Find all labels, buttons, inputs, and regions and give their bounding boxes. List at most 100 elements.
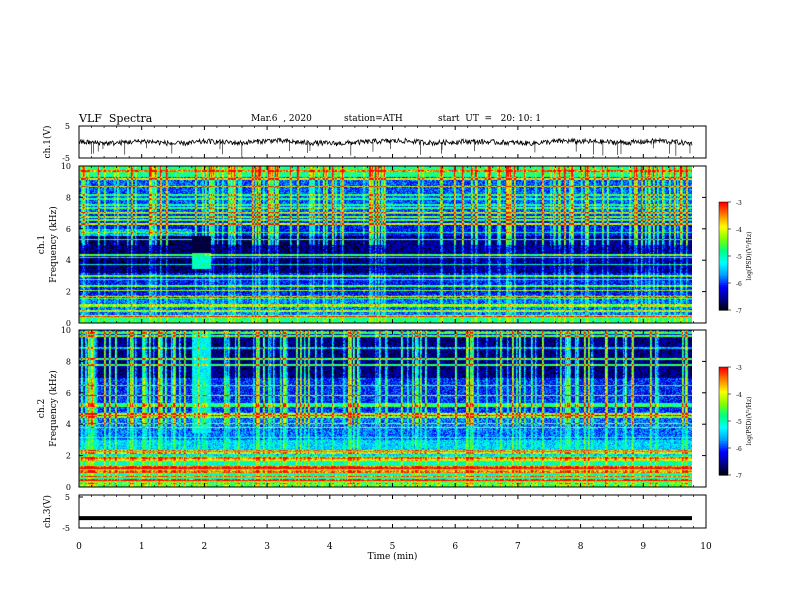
colorbar-segment [719,385,728,388]
colorbar-segment [719,259,728,262]
x-tick-label: 0 [76,542,82,552]
ch1-waveform-ylabel: ch.1(V) [42,126,53,159]
colorbar-segment [719,308,728,311]
colorbar-segment [719,446,728,449]
colorbar-segment [719,413,728,417]
ch1-ytick-label: 0 [66,319,71,328]
colorbar-segment [719,265,728,268]
chart-title: VLF Spectra [79,112,153,125]
ch1-colorbar [719,202,728,311]
colorbar-segment [719,243,728,246]
ch1-ytick-label: 2 [66,288,71,297]
colorbar-segment [719,449,728,453]
colorbar-segment [719,211,728,214]
colorbar-segment [719,252,728,255]
colorbar-segment [719,238,728,241]
colorbar-segment [719,440,728,444]
x-tick-label: 7 [515,542,521,552]
ch1-ytick-label: 4 [66,256,71,265]
colorbar-segment [719,422,728,426]
ch2-ytick-label: 0 [66,483,71,492]
colorbar-segment [719,227,728,230]
ch1-colorbar-label: log(PSD)(V²/Hz) [746,232,753,281]
colorbar-segment [719,467,728,471]
colorbar-segment [719,453,728,456]
colorbar-segment [719,203,728,207]
colorbar-segment [719,379,728,382]
colorbar-segment [719,370,728,373]
colorbar-segment [719,397,728,400]
colorbar-segment [719,254,728,257]
start-time-label: start UT = 20: 10: 1 [438,114,542,124]
colorbar-segment [719,437,728,440]
colorbar-segment [719,207,728,210]
colorbar-segment [719,218,728,221]
colorbar-segment [719,401,728,404]
ch3-ytick-label: -5 [62,524,70,533]
colorbar-segment [719,270,728,273]
colorbar-segment [719,290,728,293]
colorbar-segment [719,256,728,259]
colorbar-segment [719,451,728,454]
ch1-ytick-label: -5 [62,154,70,163]
ch1-channel-label: ch.1 [37,235,47,254]
colorbar-segment [719,248,728,252]
colorbar-segment [719,263,728,266]
colorbar-segment [719,274,728,277]
colorbar-segment [719,234,728,237]
colorbar-segment [719,367,728,370]
x-tick-label: 1 [139,542,145,552]
colorbar-segment [719,268,728,271]
colorbar-segment [719,466,728,469]
colorbar-segment [719,250,728,253]
colorbar-segment [719,281,728,284]
colorbar-segment [719,257,728,261]
ch2-channel-label: ch.2 [37,399,47,418]
colorbar-segment [719,395,728,399]
colorbar-segment [719,421,728,424]
x-tick-label: 5 [390,542,396,552]
colorbar-segment [719,392,728,395]
colorbar-segment [719,230,728,234]
colorbar-segment [719,214,728,217]
colorbar-segment [719,212,728,216]
ch3-waveform-frame [78,494,707,529]
colorbar-segment [719,424,728,427]
colorbar-segment [719,295,728,298]
colorbar-segment [719,236,728,239]
colorbar-segment [719,279,728,282]
ch1-waveform-trace [79,137,693,147]
ch2-colorbar-label: log(PSD)(V²/Hz) [746,397,753,446]
x-tick-label: 9 [640,542,646,552]
colorbar-segment [719,275,728,279]
ch1-spectrogram-image [79,166,692,323]
ch1-colorbar-tick-label: -4 [736,227,742,234]
colorbar-segment [719,412,728,415]
colorbar-segment [719,426,728,429]
colorbar-segment [719,439,728,442]
colorbar-segment [719,462,728,465]
colorbar-segment [719,302,728,306]
colorbar-segment [719,457,728,460]
colorbar-segment [719,415,728,418]
ch2-colorbar-tick-label: -7 [736,473,742,480]
colorbar-segment [719,232,728,235]
ch1-ylabel: Frequency (kHz) [48,206,59,283]
colorbar-segment [719,460,728,463]
colorbar-segment [719,431,728,435]
colorbar-segment [719,202,728,205]
colorbar-segment [719,277,728,280]
ch2-ytick-label: 6 [66,389,71,398]
colorbar-segment [719,245,728,248]
colorbar-segment [719,390,728,393]
ch2-ytick-label: 2 [66,452,71,461]
ch1-colorbar-tick-label: -6 [736,281,742,288]
date-label: Mar.6 , 2020 [251,114,312,124]
colorbar-segment [719,404,728,408]
ch1-ytick-label: 6 [66,225,71,234]
ch2-colorbar-tick-label: -4 [736,392,742,399]
colorbar-segment [719,469,728,472]
colorbar-segment [719,304,728,307]
colorbar-segment [719,471,728,474]
